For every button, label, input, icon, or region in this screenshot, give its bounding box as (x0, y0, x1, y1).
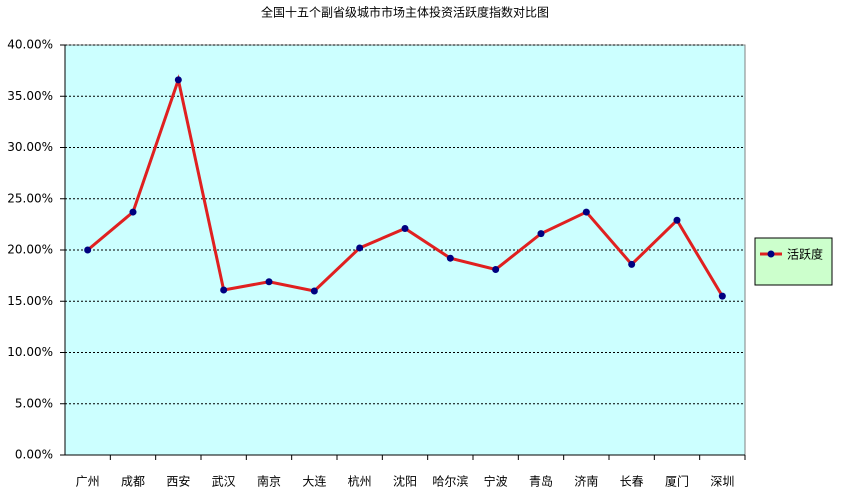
x-tick-label: 杭州 (348, 474, 372, 489)
data-point (628, 260, 636, 268)
y-tick-label: 35.00% (7, 89, 53, 103)
y-tick-label: 30.00% (7, 140, 53, 154)
y-tick-label: 10.00% (7, 345, 53, 359)
x-tick-label: 武汉 (212, 475, 236, 489)
data-point (446, 254, 454, 262)
data-point (401, 224, 409, 232)
y-tick-label: 40.00% (7, 38, 53, 52)
data-point (174, 76, 182, 84)
data-point (129, 208, 137, 216)
x-tick-label: 深圳 (710, 475, 734, 489)
x-tick-label: 厦门 (665, 474, 689, 489)
chart-title: 全国十五个副省级城市市场主体投资活跃度指数对比图 (261, 5, 549, 20)
data-point (718, 292, 726, 300)
data-point (265, 278, 273, 286)
data-point (220, 286, 228, 294)
data-point (537, 230, 545, 238)
x-tick-label: 哈尔滨 (432, 474, 468, 489)
y-tick-label: 25.00% (7, 191, 53, 205)
data-point (310, 287, 318, 295)
x-tick-label: 沈阳 (393, 474, 417, 489)
y-tick-label: 5.00% (15, 396, 53, 410)
x-tick-label: 南京 (257, 474, 281, 489)
legend-marker (767, 250, 775, 258)
data-point (492, 265, 500, 273)
x-tick-label: 广州 (76, 475, 100, 489)
data-point (582, 208, 590, 216)
x-tick-label: 宁波 (484, 474, 508, 489)
legend-label: 活跃度 (787, 247, 823, 262)
x-tick-label: 西安 (166, 474, 190, 489)
x-tick-label: 济南 (574, 474, 598, 489)
y-tick-label: 15.00% (7, 294, 53, 308)
y-tick-label: 0.00% (15, 448, 53, 462)
x-tick-label: 长春 (620, 475, 644, 489)
data-point (673, 216, 681, 224)
x-tick-label: 大连 (302, 474, 326, 489)
y-tick-label: 20.00% (7, 243, 53, 257)
data-point (84, 246, 92, 254)
x-tick-label: 成都 (121, 475, 145, 489)
data-point (356, 244, 364, 252)
x-tick-label: 青岛 (529, 474, 553, 489)
legend-box (754, 237, 833, 286)
